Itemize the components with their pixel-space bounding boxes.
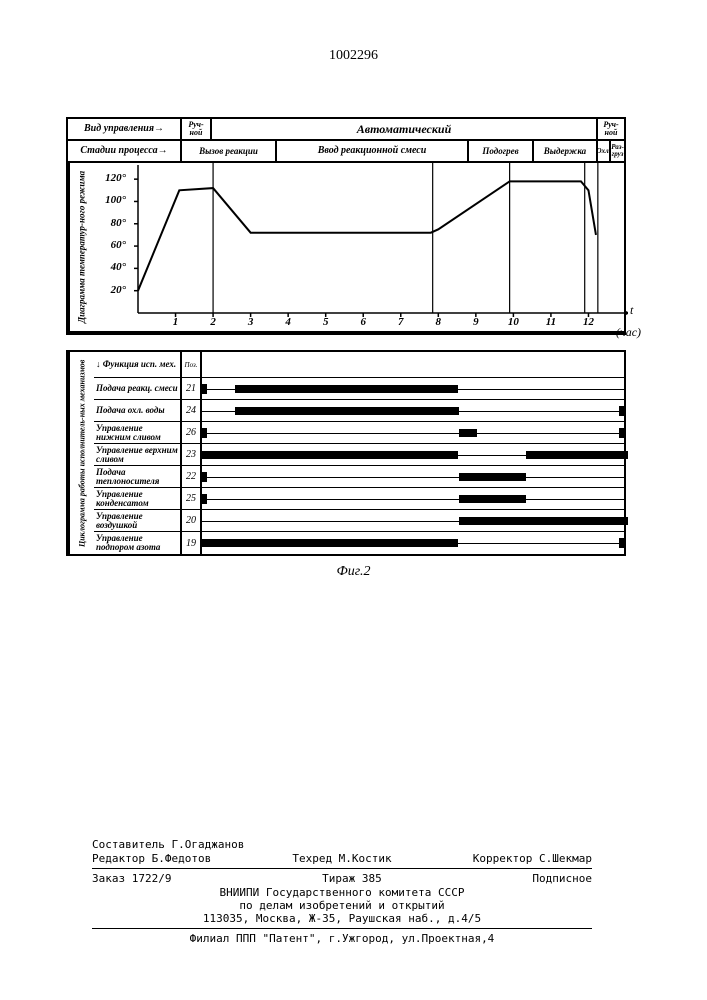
manual-cell: Руч-ной <box>182 119 212 139</box>
gantt-bar <box>235 407 459 415</box>
gantt-code: 20 <box>182 510 202 531</box>
gantt-track <box>202 400 624 421</box>
manual-cell-2: Руч-ной <box>598 119 624 139</box>
gantt-track <box>202 510 624 531</box>
stage-4: Выдержка <box>534 141 598 161</box>
page-number: 1002296 <box>329 48 378 64</box>
gantt-code: 24 <box>182 400 202 421</box>
gantt-label: Подача реакц. смеси <box>94 378 182 399</box>
gantt-track <box>202 444 624 465</box>
gantt-track <box>202 488 624 509</box>
gantt-row: Подача реакц. смеси21 <box>94 378 624 400</box>
gantt-track <box>202 532 624 554</box>
gantt-code: 25 <box>182 488 202 509</box>
stage-1: Вызов реакции <box>182 141 277 161</box>
gantt-row: Управление подпором азота19 <box>94 532 624 554</box>
footer-order: Заказ 1722/9 Тираж 385 Подписное <box>92 872 592 885</box>
x-axis-unit: (час) <box>616 325 641 340</box>
stage-row: Стадии процесса→ Вызов реакции Ввод реак… <box>68 141 624 163</box>
footer-org1: ВНИИПИ Государственного комитета СССР <box>92 886 592 899</box>
gantt-bar <box>235 385 458 393</box>
x-axis-label-t: t <box>630 303 633 318</box>
stage-5: Охл. <box>598 141 611 161</box>
control-type-row: Вид управления→ Руч-ной Автоматический Р… <box>68 119 624 141</box>
gantt-bar <box>526 451 628 459</box>
gantt-row: Управление нижним сливом26 <box>94 422 624 444</box>
gantt-track <box>202 378 624 399</box>
gantt-code: 21 <box>182 378 202 399</box>
chart-area: Диаграмма температур-ного режима 20°40°6… <box>68 163 624 333</box>
gantt-label: Управление верхним сливом <box>94 444 182 465</box>
gantt-cyclogram: Циклограмма работы исполнитель-ных механ… <box>66 350 626 556</box>
gantt-bar <box>459 473 526 481</box>
gantt-track <box>202 422 624 443</box>
gantt-row: Управление конденсатом25 <box>94 488 624 510</box>
gantt-code: 23 <box>182 444 202 465</box>
stage-2: Ввод реакционной смеси <box>277 141 469 161</box>
gantt-label: Подача охл. воды <box>94 400 182 421</box>
gantt-bar <box>202 451 458 459</box>
gantt-label: Управление нижним сливом <box>94 422 182 443</box>
gantt-label: Управление конденсатом <box>94 488 182 509</box>
footer-org2: по делам изобретений и открытий <box>92 899 592 912</box>
footer: Составитель Г.Огаджанов Редактор Б.Федот… <box>92 838 592 945</box>
gantt-bar <box>459 517 628 525</box>
gantt-header-func: ↓ Функция исп. мех. <box>94 352 182 377</box>
gantt-row: Управление воздушкой20 <box>94 510 624 532</box>
gantt-code: 22 <box>182 466 202 487</box>
gantt-header-row: ↓ Функция исп. мех.Поз. <box>94 352 624 378</box>
auto-cell: Автоматический <box>212 119 598 139</box>
stage-6: Раз-груз <box>611 141 624 161</box>
gantt-code: 19 <box>182 532 202 554</box>
gantt-bar <box>459 429 477 437</box>
chart-plot: 20°40°60°80°100°120°123456789101112t(час… <box>94 163 624 331</box>
stage-label: Стадии процесса→ <box>68 141 182 161</box>
figure-caption: Фиг.2 <box>336 564 370 580</box>
temperature-diagram: Вид управления→ Руч-ной Автоматический Р… <box>66 117 626 335</box>
gantt-side-label: Циклограмма работы исполнитель-ных механ… <box>68 352 94 554</box>
control-type-label: Вид управления→ <box>68 119 182 139</box>
footer-filial: Филиал ППП "Патент", г.Ужгород, ул.Проек… <box>92 932 592 945</box>
gantt-label: Управление воздушкой <box>94 510 182 531</box>
gantt-header-code: Поз. <box>182 352 202 377</box>
gantt-label: Подача теплоносителя <box>94 466 182 487</box>
footer-compiler: Составитель Г.Огаджанов <box>92 838 592 851</box>
footer-editors: Редактор Б.Федотов Техред М.Костик Корре… <box>92 852 592 865</box>
gantt-bar <box>459 495 526 503</box>
gantt-track <box>202 466 624 487</box>
gantt-row: Управление верхним сливом23 <box>94 444 624 466</box>
gantt-label: Управление подпором азота <box>94 532 182 554</box>
gantt-row: Подача теплоносителя22 <box>94 466 624 488</box>
gantt-row: Подача охл. воды24 <box>94 400 624 422</box>
gantt-code: 26 <box>182 422 202 443</box>
gantt-body: ↓ Функция исп. мех.Поз.Подача реакц. сме… <box>94 352 624 554</box>
y-axis-title: Диаграмма температур-ного режима <box>68 163 94 331</box>
diagram-header: Вид управления→ Руч-ной Автоматический Р… <box>68 119 624 163</box>
stage-3: Подогрев <box>469 141 534 161</box>
gantt-bar <box>202 539 458 547</box>
footer-addr: 113035, Москва, Ж-35, Раушская наб., д.4… <box>92 912 592 925</box>
